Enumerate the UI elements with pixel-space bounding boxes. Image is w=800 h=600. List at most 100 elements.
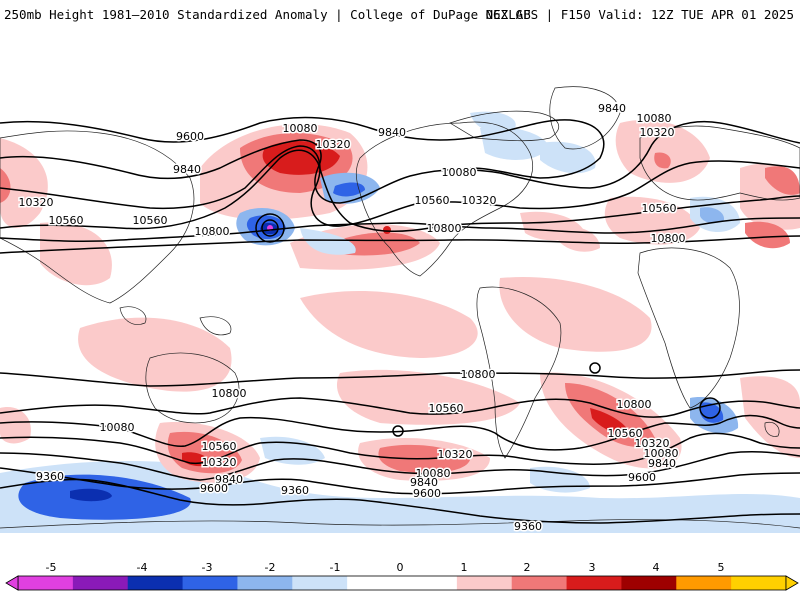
contour-label: 10800 <box>195 225 230 238</box>
contour-label: 10800 <box>651 232 686 245</box>
contour-label: 10800 <box>212 387 247 400</box>
contour-label: 10560 <box>429 402 464 415</box>
pos-anomaly-asia <box>40 222 112 286</box>
coastlines <box>0 86 800 529</box>
asia-coast <box>0 130 195 304</box>
contour-label: 10320 <box>635 437 670 450</box>
colorbar-tick: -4 <box>137 561 148 574</box>
contour-10560-north <box>0 217 800 243</box>
colorbar-swatch <box>237 576 293 590</box>
contour-10320-north <box>0 149 800 233</box>
colorbar-swatch <box>731 576 787 590</box>
north-america-coast <box>355 121 533 277</box>
contour-label: 10560 <box>133 214 168 227</box>
contour-label: 10080 <box>644 447 679 460</box>
contour-label: 9840 <box>215 473 243 486</box>
contour-label: 9840 <box>378 126 406 139</box>
contour-9600-south <box>0 467 800 495</box>
colorbar-swatches <box>5 575 799 591</box>
contour-10800-north <box>0 235 800 254</box>
contour-label: 10320 <box>640 126 675 139</box>
australia-coast <box>145 352 240 424</box>
contour-9840-north <box>0 121 800 204</box>
height-contours <box>0 116 800 524</box>
contour-label: 10800 <box>427 222 462 235</box>
contour-label: 9840 <box>410 476 438 489</box>
contour-10560-south <box>0 397 800 418</box>
contour-label: 9840 <box>173 163 201 176</box>
contour-label: 9840 <box>648 457 676 470</box>
neg-anomaly-core-south <box>70 488 112 502</box>
colorbar-tick: -3 <box>202 561 213 574</box>
colorbar: -5 -4 -3 -2 -1 0 1 2 3 4 5 <box>5 561 799 591</box>
contour-label: 9360 <box>281 484 309 497</box>
africa-coast <box>637 247 740 409</box>
model-run-info: 06Z GFS | F150 Valid: 12Z TUE APR 01 202… <box>485 7 794 22</box>
contour-label: 10560 <box>608 427 643 440</box>
colorbar-max-arrow <box>785 575 799 591</box>
contour-label: 9600 <box>200 482 228 495</box>
contour-label: 10800 <box>461 368 496 381</box>
colorbar-swatch <box>182 576 238 590</box>
colorbar-swatch <box>566 576 622 590</box>
colorbar-min-arrow <box>5 575 19 591</box>
contour-label: 10080 <box>100 421 135 434</box>
contour-10800-south <box>0 369 800 387</box>
colorbar-swatch <box>18 576 74 590</box>
contour-9360-south <box>0 478 800 524</box>
contour-label: 9840 <box>598 102 626 115</box>
colorbar-swatch <box>402 576 458 590</box>
contour-label: 9360 <box>36 470 64 483</box>
colorbar-tick: 1 <box>461 561 468 574</box>
colorbar-tick: -1 <box>330 561 341 574</box>
contour-label: 10080 <box>416 467 451 480</box>
contour-10080-south <box>0 432 800 465</box>
contour-label: 10320 <box>202 456 237 469</box>
pos-anomaly-atl <box>0 138 48 228</box>
map-header: 250mb Height 1981–2010 Standardized Anom… <box>0 0 800 28</box>
contour-label: 10320 <box>19 196 54 209</box>
contour-10080-north <box>0 145 800 227</box>
anomaly-shading <box>0 111 800 533</box>
colorbar-swatch <box>72 576 129 590</box>
contour-label: 10560 <box>415 194 450 207</box>
contour-label: 10080 <box>637 112 672 125</box>
contour-9840-south <box>0 451 800 481</box>
contour-label: 10560 <box>642 202 677 215</box>
contour-label: 10320 <box>316 138 351 151</box>
colorbar-tick: 4 <box>653 561 660 574</box>
colorbar-tick: 5 <box>718 561 725 574</box>
contour-label: 10320 <box>438 448 473 461</box>
contour-10320-south <box>0 414 800 451</box>
contour-label: 10560 <box>202 440 237 453</box>
colorbar-swatch <box>511 576 568 590</box>
colorbar-tick: 0 <box>397 561 404 574</box>
contour-9600-north <box>0 116 605 179</box>
colorbar-swatch <box>621 576 677 590</box>
colorbar-tick: -5 <box>46 561 57 574</box>
map-title: 250mb Height 1981–2010 Standardized Anom… <box>4 7 531 22</box>
pos-anomaly-tropics <box>78 317 232 392</box>
contour-labels: 9600 9840 10080 10320 10560 10800 9840 1… <box>17 101 687 535</box>
contour-label: 10320 <box>462 194 497 207</box>
contour-label: 9600 <box>176 130 204 143</box>
contour-low-north-pacific <box>255 213 285 243</box>
contour-label: 10080 <box>442 166 477 179</box>
colorbar-swatch <box>347 576 403 590</box>
colorbar-swatch <box>456 576 513 590</box>
contour-label: 10560 <box>49 214 84 227</box>
europe-coast <box>639 125 800 201</box>
contour-label: 10080 <box>283 122 318 135</box>
colorbar-tick: 2 <box>524 561 531 574</box>
colorbar-tick: 3 <box>589 561 596 574</box>
contour-label: 10800 <box>617 398 652 411</box>
colorbar-swatch <box>676 576 732 590</box>
contour-label: 9360 <box>514 520 542 533</box>
colorbar-swatch <box>127 576 184 590</box>
antarctica-coast <box>0 519 800 529</box>
colorbar-swatch <box>292 576 348 590</box>
colorbar-tick: -2 <box>265 561 276 574</box>
contour-label: 9600 <box>413 487 441 500</box>
colorbar-ticks: -5 -4 -3 -2 -1 0 1 2 3 4 5 <box>46 561 725 574</box>
anomaly-map: 9600 9840 10080 10320 10560 10800 9840 1… <box>0 28 800 558</box>
